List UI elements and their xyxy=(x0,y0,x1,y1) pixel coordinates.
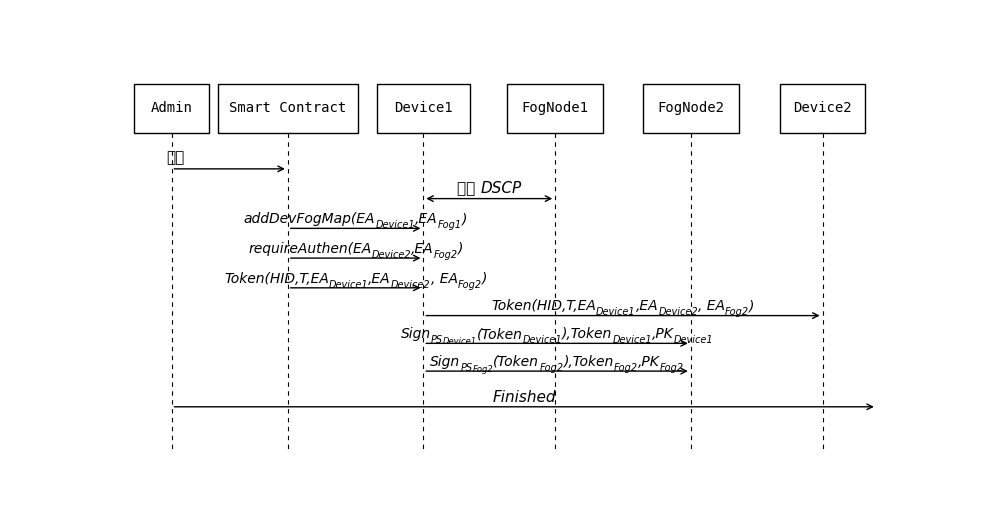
Text: ): ) xyxy=(458,242,463,256)
Text: ,EA: ,EA xyxy=(636,299,658,314)
Text: ,EA: ,EA xyxy=(368,272,391,286)
Text: ): ) xyxy=(482,272,487,286)
Text: ,PK: ,PK xyxy=(652,327,674,341)
Text: Admin: Admin xyxy=(151,101,192,115)
Text: Fog2: Fog2 xyxy=(458,280,482,289)
Text: Device1: Device1 xyxy=(523,335,562,345)
Bar xyxy=(780,83,865,133)
Text: Device2: Device2 xyxy=(793,101,852,115)
Text: Token(HID,T,EA: Token(HID,T,EA xyxy=(224,272,329,286)
Text: Device2: Device2 xyxy=(391,280,431,289)
Text: Fog2: Fog2 xyxy=(614,363,638,373)
Text: , EA: , EA xyxy=(698,299,725,314)
Text: Device2: Device2 xyxy=(371,250,411,260)
Bar xyxy=(377,83,470,133)
Text: addDevFogMap(EA: addDevFogMap(EA xyxy=(244,212,375,226)
Text: Fog2: Fog2 xyxy=(725,307,749,317)
Text: Device1: Device1 xyxy=(443,337,477,346)
Text: (Token: (Token xyxy=(477,327,523,341)
Text: Token(HID,T,EA: Token(HID,T,EA xyxy=(491,299,596,314)
Text: PS: PS xyxy=(460,363,473,373)
Text: Device1: Device1 xyxy=(329,280,368,289)
Text: Finished: Finished xyxy=(492,390,556,405)
Text: ),Token: ),Token xyxy=(562,327,613,341)
Bar xyxy=(643,83,739,133)
Text: ,EA: ,EA xyxy=(411,242,434,256)
Text: Device2: Device2 xyxy=(658,307,698,317)
Text: ,PK: ,PK xyxy=(638,355,660,369)
Text: (Token: (Token xyxy=(493,355,539,369)
Text: Fog2: Fog2 xyxy=(660,363,684,373)
Bar xyxy=(134,83,209,133)
Bar xyxy=(218,83,358,133)
Text: 认证: 认证 xyxy=(457,181,480,196)
Text: requireAuthen(EA: requireAuthen(EA xyxy=(248,242,371,256)
Text: Device1: Device1 xyxy=(674,335,714,345)
Text: Fog1: Fog1 xyxy=(438,220,462,230)
Text: , EA: , EA xyxy=(431,272,458,286)
Text: Device1: Device1 xyxy=(394,101,453,115)
Text: ),Token: ),Token xyxy=(563,355,614,369)
Text: ,EA: ,EA xyxy=(415,212,438,226)
Text: ): ) xyxy=(749,299,755,314)
Text: Fog2: Fog2 xyxy=(539,363,563,373)
Text: DSCP: DSCP xyxy=(480,181,521,196)
Text: Sign: Sign xyxy=(400,327,431,341)
Text: Device1: Device1 xyxy=(375,220,415,230)
Text: PS: PS xyxy=(431,335,443,345)
Text: FogNode2: FogNode2 xyxy=(657,101,724,115)
Text: Fog2: Fog2 xyxy=(473,365,493,374)
Text: Smart Contract: Smart Contract xyxy=(229,101,346,115)
Text: ): ) xyxy=(462,212,467,226)
Text: Fog2: Fog2 xyxy=(434,250,458,260)
Text: FogNode1: FogNode1 xyxy=(522,101,589,115)
Text: Device1: Device1 xyxy=(596,307,636,317)
Bar xyxy=(507,83,603,133)
Text: 注册: 注册 xyxy=(166,150,184,165)
Text: Device1: Device1 xyxy=(613,335,652,345)
Text: Sign: Sign xyxy=(430,355,460,369)
